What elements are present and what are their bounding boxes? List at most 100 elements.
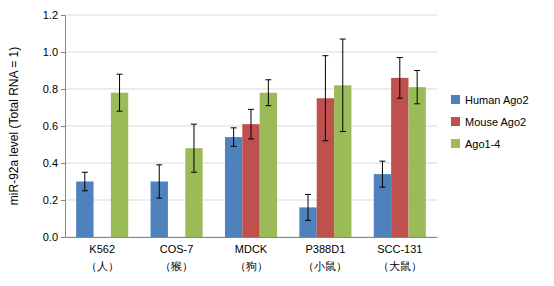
error-bar	[191, 124, 197, 172]
grid-line	[65, 89, 437, 90]
legend-swatch	[451, 95, 460, 104]
legend-item: Human Ago2	[451, 94, 529, 106]
error-line	[193, 124, 194, 172]
bar	[260, 93, 277, 237]
x-tick-label-line: COS-7	[160, 243, 194, 255]
error-line	[342, 39, 343, 132]
y-tick-label: 0.6	[43, 120, 58, 132]
error-cap	[231, 127, 237, 128]
error-line	[268, 80, 269, 106]
error-cap	[379, 161, 385, 162]
error-cap	[156, 198, 162, 199]
error-cap	[322, 140, 328, 141]
legend-swatch	[451, 117, 460, 126]
y-tick-label: 0.0	[43, 231, 58, 243]
x-tick: SCC-131（大鼠）	[377, 237, 422, 272]
y-tick: 0.8	[43, 83, 65, 95]
error-line	[325, 56, 326, 141]
grid	[65, 15, 437, 237]
error-cap	[322, 55, 328, 56]
series	[111, 39, 426, 237]
legend-item: Ago1-4	[451, 138, 500, 150]
x-tick-label: COS-7 （猴）	[160, 243, 194, 273]
x-tick-label-line: （猴）	[160, 260, 193, 272]
error-bar	[322, 56, 328, 141]
error-cap	[82, 172, 88, 173]
y-tick-mark	[61, 52, 65, 53]
bar	[242, 124, 259, 237]
error-bar	[248, 109, 254, 139]
error-bar	[397, 58, 403, 99]
x-tick: K562（人）	[86, 237, 119, 272]
bar	[111, 93, 128, 237]
x-tick-label-line: （狗）	[235, 260, 268, 272]
x-tick-label-line: （人）	[86, 260, 119, 272]
legend-label: Mouse Ago2	[465, 116, 526, 128]
error-cap	[305, 194, 311, 195]
legend-item: Mouse Ago2	[451, 116, 526, 128]
y-tick: 1.2	[43, 9, 65, 21]
error-bar	[117, 74, 123, 111]
error-line	[417, 71, 418, 104]
y-tick-mark	[61, 200, 65, 201]
x-tick: P388D1（小鼠）	[303, 237, 347, 272]
y-tick: 0.2	[43, 194, 65, 206]
y-tick: 1.0	[43, 46, 65, 58]
grid-line	[65, 52, 437, 53]
error-cap	[414, 70, 420, 71]
y-axis: 0.0 0.2 0.4 0.6 0.8 1.0 1.2	[43, 9, 66, 243]
legend-label: Ago1-4	[465, 138, 500, 150]
error-line	[308, 194, 309, 220]
error-cap	[305, 220, 311, 221]
error-line	[382, 161, 383, 187]
chart: 0.0 0.2 0.4 0.6 0.8 1.0 1.2 K562（人） COS-7 （猴） MDCK…	[0, 0, 554, 286]
error-cap	[117, 74, 123, 75]
x-axis: K562（人） COS-7 （猴） MDCK （狗） P388D1（小鼠） SCC-131（…	[66, 237, 438, 272]
bar	[408, 87, 425, 237]
y-tick-label: 0.4	[43, 157, 58, 169]
error-bar	[265, 80, 271, 106]
y-tick-label: 0.8	[43, 83, 58, 95]
grid-line	[65, 15, 437, 16]
error-cap	[248, 109, 254, 110]
error-bar	[414, 71, 420, 104]
y-tick-mark	[61, 163, 65, 164]
error-cap	[265, 79, 271, 80]
error-line	[399, 58, 400, 99]
error-line	[84, 172, 85, 191]
plot-area: 0.0 0.2 0.4 0.6 0.8 1.0 1.2 K562（人） COS-7 （猴） MDCK…	[43, 9, 438, 272]
x-tick: MDCK （狗）	[235, 237, 268, 272]
error-line	[119, 74, 120, 111]
y-tick-label: 1.0	[43, 46, 58, 58]
error-bar	[156, 165, 162, 198]
error-cap	[248, 138, 254, 139]
x-tick-label-line: MDCK	[235, 243, 268, 255]
error-bar	[379, 161, 385, 187]
y-tick: 0.4	[43, 157, 65, 169]
error-line	[251, 109, 252, 139]
x-tick: COS-7 （猴）	[160, 237, 194, 272]
x-tick-label-line: （小鼠）	[303, 260, 347, 272]
bar	[225, 137, 242, 237]
error-cap	[156, 164, 162, 165]
y-tick: 0.0	[43, 231, 65, 243]
error-cap	[397, 57, 403, 58]
legend: Human Ago2 Mouse Ago2 Ago1-4	[451, 94, 529, 150]
bar	[391, 78, 408, 237]
y-tick-mark	[61, 237, 65, 238]
error-bar	[82, 172, 88, 191]
error-cap	[397, 98, 403, 99]
y-tick-mark	[61, 15, 65, 16]
error-bar	[305, 194, 311, 220]
error-line	[233, 128, 234, 147]
x-tick-label: SCC-131（大鼠）	[377, 243, 422, 273]
error-cap	[117, 111, 123, 112]
x-tick-label: P388D1（小鼠）	[303, 243, 347, 273]
error-cap	[191, 172, 197, 173]
y-tick-mark	[61, 89, 65, 90]
x-tick-label: MDCK （狗）	[235, 243, 268, 273]
error-cap	[82, 190, 88, 191]
series	[242, 56, 408, 237]
error-cap	[265, 105, 271, 106]
x-tick-label-line: （大鼠）	[378, 260, 422, 272]
